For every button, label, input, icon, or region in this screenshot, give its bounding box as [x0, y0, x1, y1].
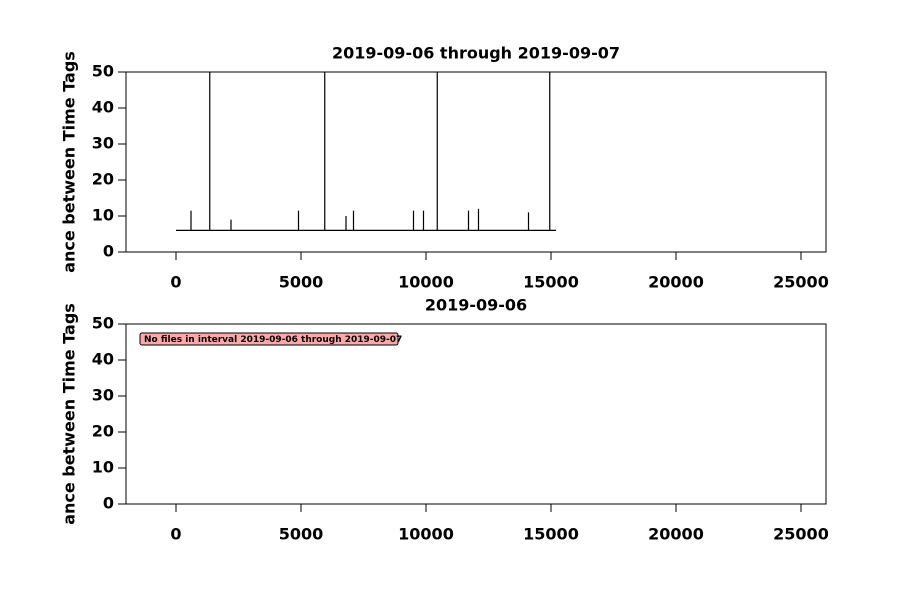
y-tick-label: 50 — [92, 314, 114, 333]
x-tick-label: 25000 — [773, 525, 829, 544]
y-axis-label: ance between Time Tags — [60, 51, 79, 273]
y-tick-label: 50 — [92, 62, 114, 81]
x-tick-label: 15000 — [523, 273, 579, 292]
y-tick-label: 30 — [92, 386, 114, 405]
y-tick-label: 40 — [92, 98, 114, 117]
y-tick-label: 40 — [92, 350, 114, 369]
data-line — [176, 72, 556, 231]
y-tick-label: 30 — [92, 134, 114, 153]
y-axis-label: ance between Time Tags — [60, 303, 79, 525]
x-tick-label: 0 — [170, 273, 181, 292]
x-tick-label: 20000 — [648, 525, 704, 544]
x-tick-label: 0 — [170, 525, 181, 544]
y-tick-label: 20 — [92, 170, 114, 189]
x-tick-label: 15000 — [523, 525, 579, 544]
plot-frame — [125, 323, 827, 505]
plot-frame — [125, 71, 827, 253]
chart-title: 2019-09-06 through 2019-09-07 — [332, 44, 620, 63]
y-tick-label: 20 — [92, 422, 114, 441]
y-tick-label: 0 — [103, 494, 114, 513]
chart-title: 2019-09-06 — [425, 296, 527, 315]
x-tick-label: 5000 — [279, 525, 324, 544]
y-tick-label: 10 — [92, 458, 114, 477]
x-tick-label: 5000 — [279, 273, 324, 292]
x-tick-label: 25000 — [773, 273, 829, 292]
x-tick-label: 10000 — [398, 525, 454, 544]
x-tick-label: 10000 — [398, 273, 454, 292]
x-tick-label: 20000 — [648, 273, 704, 292]
annotation-box — [139, 332, 399, 346]
y-tick-label: 0 — [103, 242, 114, 261]
y-tick-label: 10 — [92, 206, 114, 225]
annotation: No files in interval 2019-09-06 through … — [144, 335, 402, 345]
